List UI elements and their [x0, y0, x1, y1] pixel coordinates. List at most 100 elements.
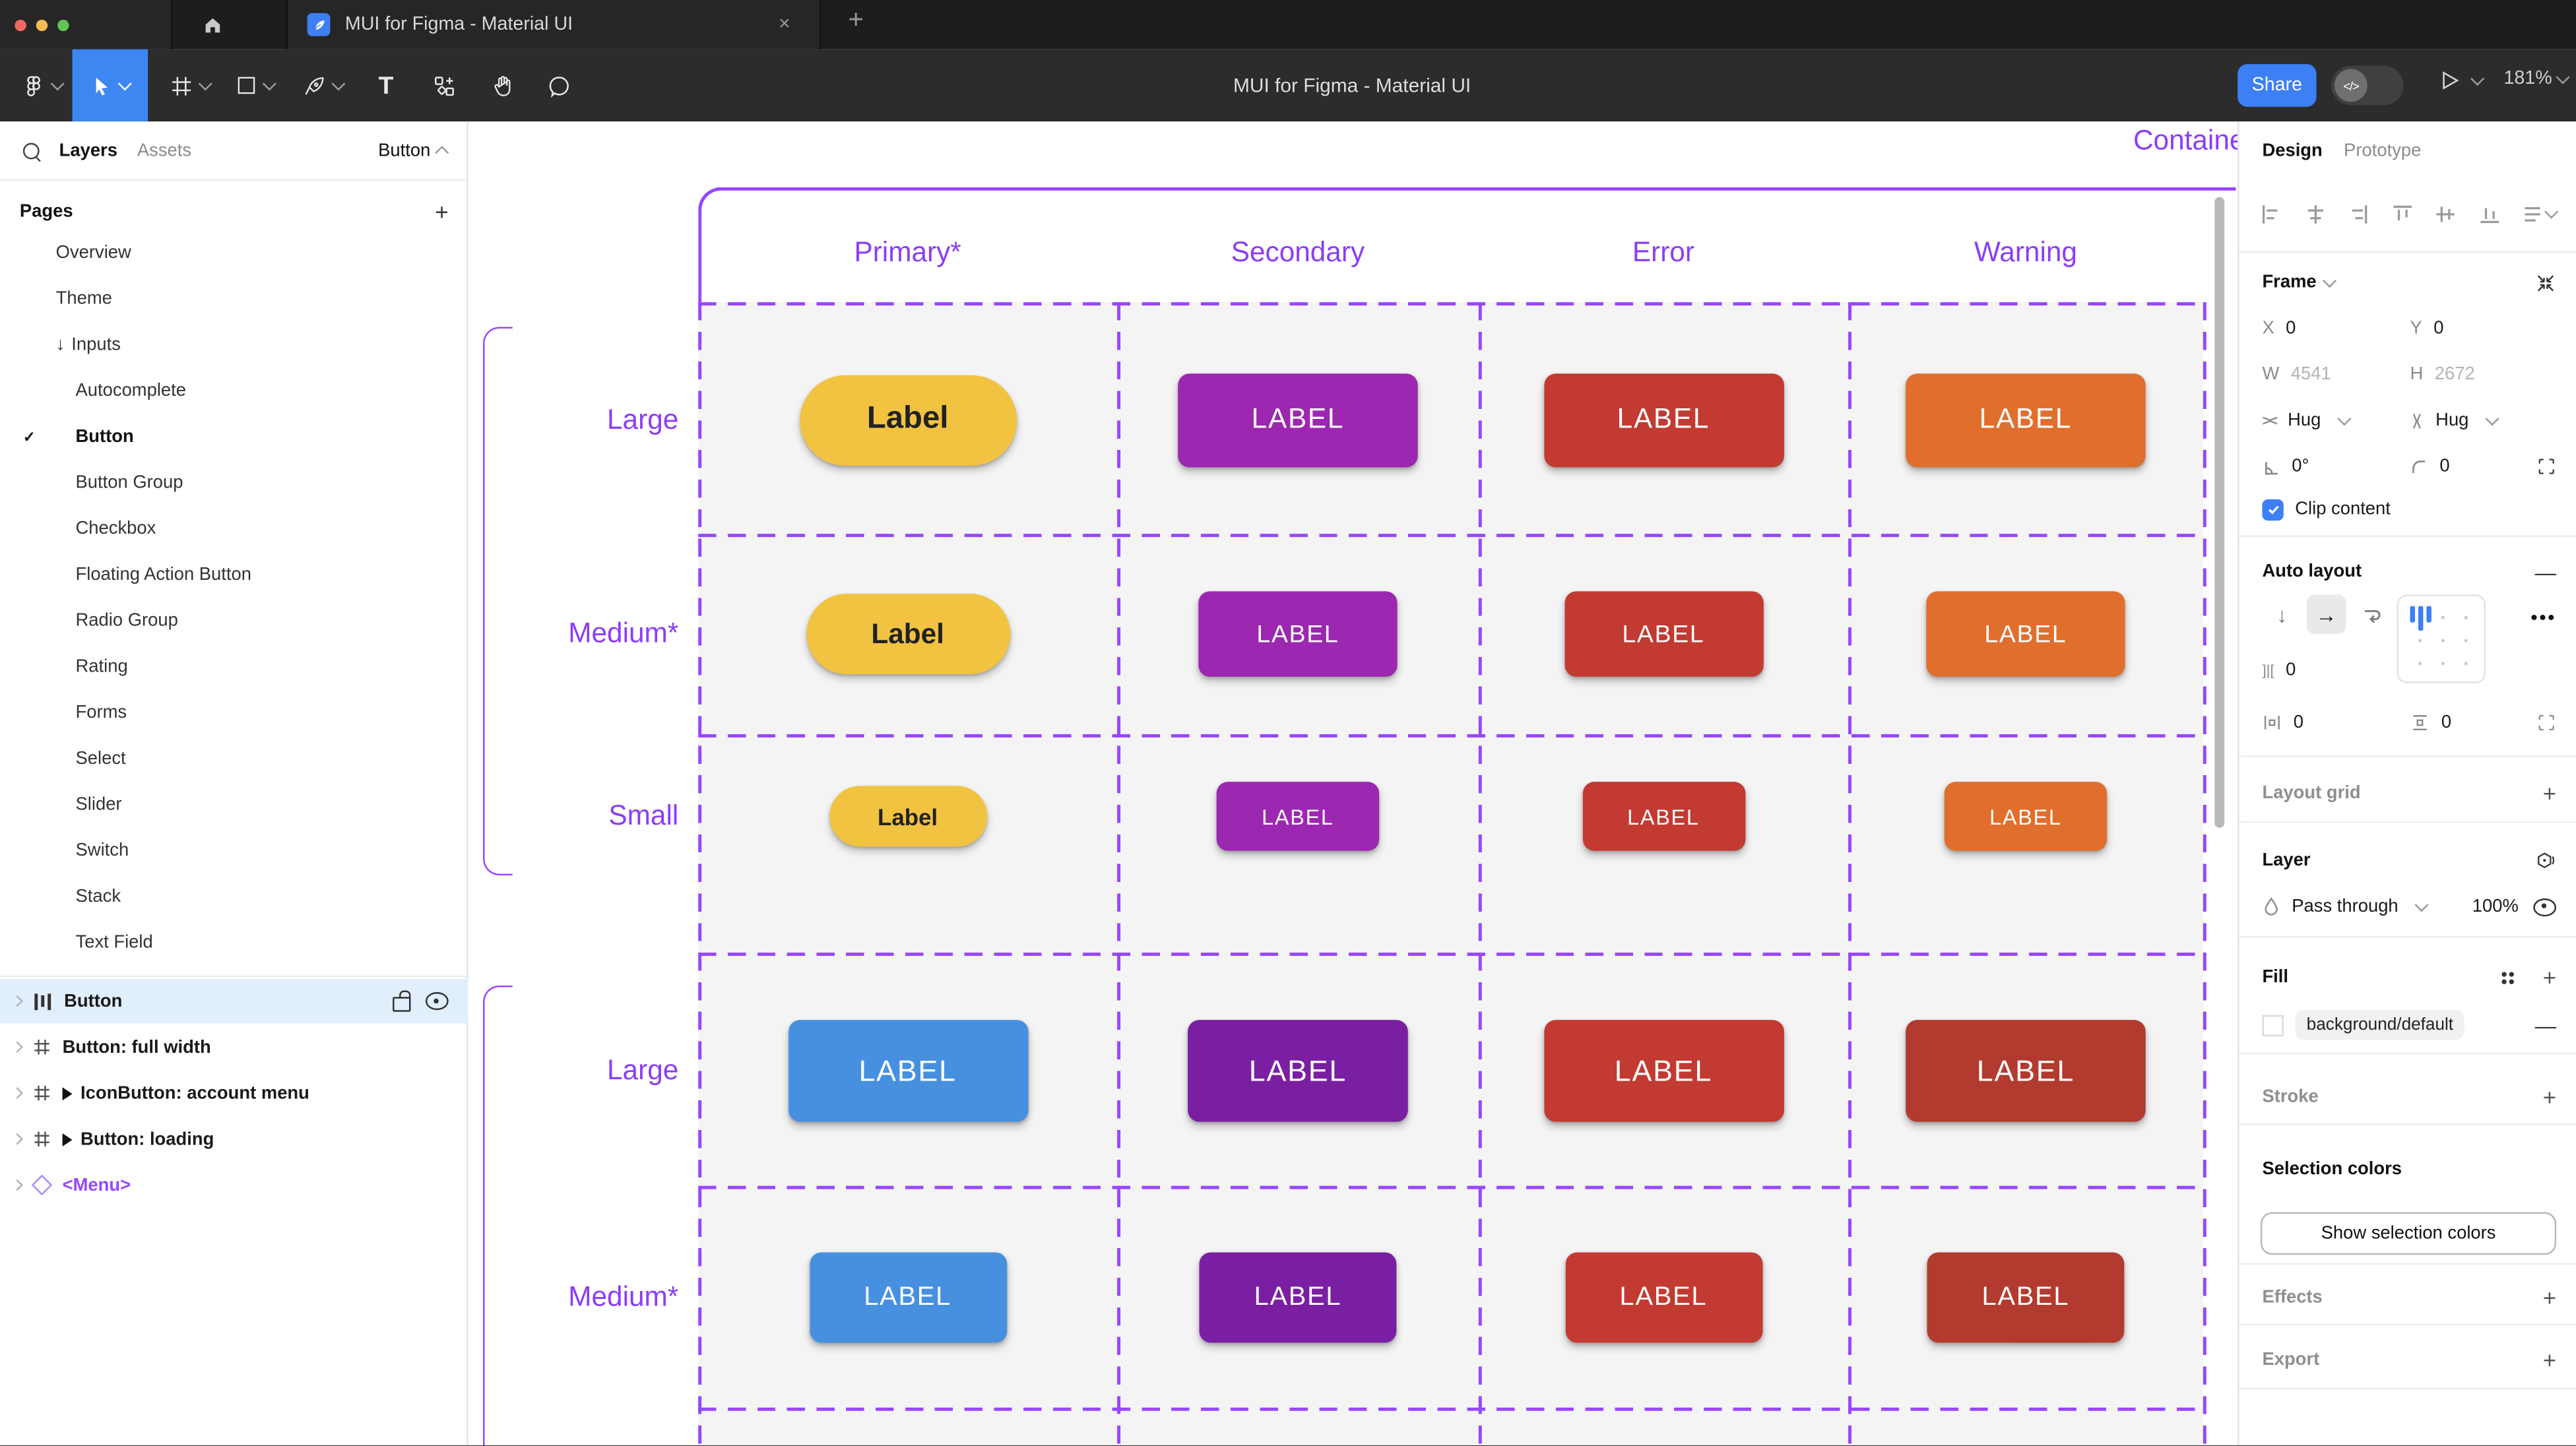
align-vertical-center-icon[interactable]	[2435, 203, 2456, 224]
tab-layers[interactable]: Layers	[59, 140, 117, 160]
sidebar-page-forms[interactable]: Forms	[0, 690, 544, 736]
file-title[interactable]: MUI for Figma - Material UI	[1233, 74, 1471, 97]
alignment-dot[interactable]	[2441, 662, 2445, 666]
alignment-dot[interactable]	[2418, 639, 2422, 643]
column-header-error[interactable]: Error	[1632, 236, 1694, 268]
tab-prototype[interactable]: Prototype	[2344, 141, 2422, 162]
share-button[interactable]: Share	[2238, 64, 2317, 107]
chevron-right-icon[interactable]	[11, 1041, 23, 1053]
gap-input[interactable]: 0	[2286, 660, 2296, 680]
sidebar-page-inputs[interactable]: ↓ Inputs	[0, 322, 524, 368]
frame-title[interactable]: Contained	[2133, 125, 2238, 156]
hand-tool-button[interactable]	[476, 49, 529, 122]
chevron-right-icon[interactable]	[11, 1087, 23, 1099]
canvas-button-secondary[interactable]: LABEL	[1216, 782, 1380, 851]
layer-row-button-loading[interactable]: Button: loading	[0, 1117, 468, 1161]
canvas-button-error-dark[interactable]: LABEL	[1927, 1252, 2125, 1343]
add-export-button[interactable]: +	[2542, 1346, 2557, 1373]
canvas-button-error[interactable]: LABEL	[1582, 782, 1745, 851]
sidebar-page-select[interactable]: Select	[0, 736, 544, 782]
add-fill-button[interactable]: +	[2542, 964, 2557, 991]
sidebar-page-floating-action-button[interactable]: Floating Action Button	[0, 552, 544, 598]
home-button[interactable]	[191, 8, 234, 41]
remove-fill-button[interactable]: —	[2534, 1012, 2557, 1038]
corner-radius-input[interactable]: 0	[2439, 456, 2450, 477]
traffic-minimize-button[interactable]	[36, 18, 48, 31]
fill-styles-icon[interactable]	[2500, 970, 2515, 985]
file-tab[interactable]: MUI for Figma - Material UI ×	[286, 0, 821, 49]
play-icon[interactable]	[62, 1086, 73, 1100]
sidebar-page-theme[interactable]: Theme	[0, 276, 524, 322]
show-selection-colors-button[interactable]: Show selection colors	[2260, 1212, 2557, 1255]
move-tool-button[interactable]	[72, 49, 148, 122]
traffic-close-button[interactable]	[15, 18, 26, 31]
alignment-dot[interactable]	[2441, 639, 2445, 643]
sidebar-page-checkbox[interactable]: Checkbox	[0, 506, 544, 552]
row-label-large[interactable]: Large	[607, 403, 679, 435]
sidebar-page-text-field[interactable]: Text Field	[0, 920, 544, 966]
canvas-button-secondary-dark[interactable]: LABEL	[1199, 1252, 1397, 1343]
comment-tool-button[interactable]	[532, 49, 585, 122]
canvas-button-error[interactable]: LABEL	[1564, 591, 1763, 677]
align-left-icon[interactable]	[2261, 203, 2282, 224]
sidebar-page-button-group[interactable]: Button Group	[0, 460, 544, 506]
horizontal-padding-input[interactable]: 0	[2293, 712, 2304, 733]
tab-design[interactable]: Design	[2262, 141, 2323, 162]
row-label-medium[interactable]: Medium*	[568, 1281, 679, 1313]
align-horizontal-center-icon[interactable]	[2304, 203, 2325, 224]
alignment-dot[interactable]	[2441, 615, 2445, 619]
independent-corners-icon[interactable]	[2536, 456, 2556, 476]
canvas-button-error[interactable]: LABEL	[1543, 1020, 1784, 1122]
row-label-medium[interactable]: Medium*	[568, 617, 679, 649]
layer-row--menu-[interactable]: <Menu>	[0, 1163, 468, 1207]
canvas[interactable]: Contained Primary* Secondary Error Warning L…	[468, 121, 2238, 1446]
distribute-menu[interactable]	[2522, 203, 2559, 224]
canvas-button-warning[interactable]: LABEL	[1906, 373, 2146, 467]
alignment-dot[interactable]	[2418, 662, 2422, 666]
column-header-secondary[interactable]: Secondary	[1231, 236, 1365, 268]
canvas-button-warning[interactable]: LABEL	[1944, 782, 2108, 851]
alignment-dot[interactable]	[2464, 662, 2468, 666]
lock-open-icon[interactable]	[393, 990, 411, 1012]
vertical-padding-input[interactable]: 0	[2441, 712, 2452, 733]
remove-auto-layout-button[interactable]: —	[2534, 559, 2557, 584]
row-label-large[interactable]: Large	[607, 1054, 679, 1086]
eye-icon[interactable]	[425, 991, 449, 1011]
layout-vertical-button[interactable]: ↓	[2276, 602, 2288, 627]
blend-mode-icon[interactable]	[2535, 850, 2556, 871]
sidebar-page-autocomplete[interactable]: Autocomplete	[0, 368, 544, 414]
canvas-button-secondary[interactable]: LABEL	[1178, 373, 1418, 467]
alignment-grid[interactable]	[2397, 594, 2486, 683]
canvas-button-primary[interactable]: LABEL	[809, 1252, 1007, 1343]
layer-row-button-full-width[interactable]: Button: full width	[0, 1025, 468, 1069]
hug-vertical-select[interactable]: Hug	[2435, 410, 2469, 431]
alignment-dot[interactable]	[2464, 639, 2468, 643]
canvas-button-warning-text[interactable]: Label	[829, 786, 987, 847]
tab-close-icon[interactable]: ×	[779, 11, 790, 35]
fill-token[interactable]: background/default	[2295, 1010, 2465, 1040]
layer-row-button[interactable]: Button	[0, 978, 468, 1024]
canvas-button-primary[interactable]: LABEL	[787, 1020, 1028, 1122]
auto-layout-more-button[interactable]: •••	[2530, 606, 2557, 629]
canvas-button-warning-text[interactable]: Label	[799, 374, 1016, 465]
sidebar-page-rating[interactable]: Rating	[0, 644, 544, 690]
pen-tool-button[interactable]	[292, 49, 352, 122]
independent-padding-icon[interactable]	[2536, 713, 2556, 733]
fill-color-swatch[interactable]	[2262, 1014, 2284, 1036]
frame-tool-button[interactable]	[161, 49, 217, 122]
search-icon[interactable]	[22, 142, 40, 159]
y-input[interactable]: 0	[2433, 319, 2444, 338]
layer-row-iconbutton-account-menu[interactable]: IconButton: account menu	[0, 1071, 468, 1115]
layout-horizontal-button[interactable]: →	[2306, 594, 2346, 635]
height-input[interactable]: 2672	[2434, 364, 2475, 385]
blend-mode-select[interactable]: Pass through	[2292, 896, 2399, 917]
canvas-button-error-dark[interactable]: LABEL	[1906, 1020, 2146, 1122]
canvas-button-secondary-dark[interactable]: LABEL	[1188, 1020, 1408, 1122]
sidebar-page-radio-group[interactable]: Radio Group	[0, 598, 544, 644]
sidebar-page-slider[interactable]: Slider	[0, 782, 544, 828]
add-stroke-button[interactable]: +	[2542, 1084, 2557, 1111]
canvas-button-warning-text[interactable]: Label	[806, 594, 1010, 675]
hug-horizontal-select[interactable]: Hug	[2288, 410, 2321, 431]
resources-tool-button[interactable]	[417, 49, 470, 122]
canvas-button-error[interactable]: LABEL	[1543, 373, 1784, 467]
